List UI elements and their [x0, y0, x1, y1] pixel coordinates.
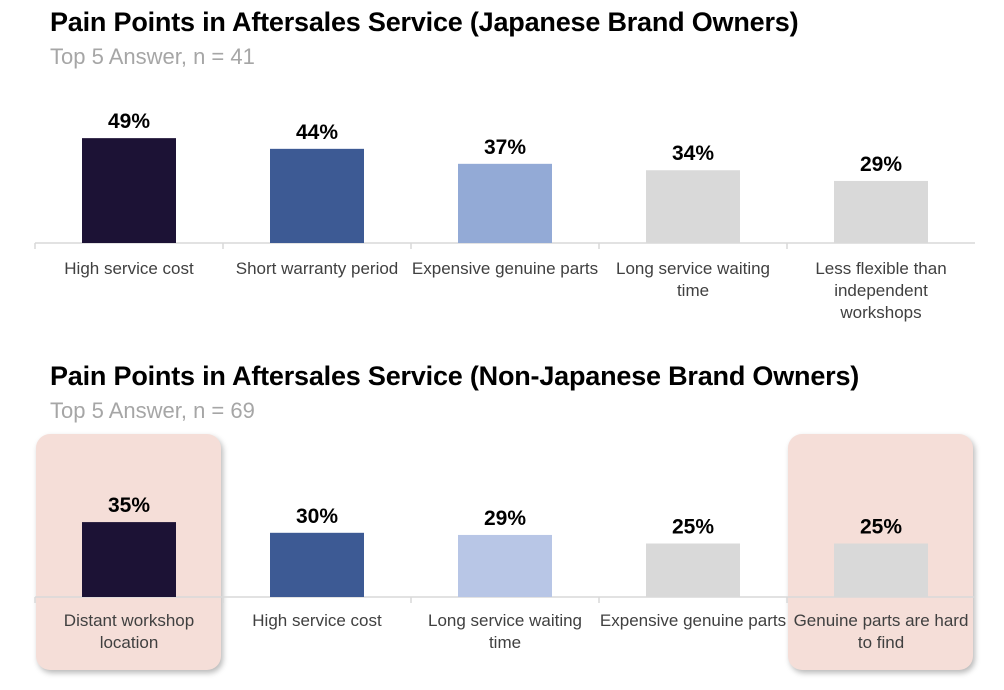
chart-1-title: Pain Points in Aftersales Service (Japan…	[50, 7, 799, 37]
data-label-less-flexible-than-independent-workshops: 29%	[860, 153, 902, 176]
chart-2-plot: 35% 30% 29% 25% 25%	[34, 494, 975, 603]
data-label-genuine-parts-are-hard-to-find: 25%	[860, 516, 902, 539]
category-label-long-service-waiting-time: Long service waiting time	[427, 611, 583, 652]
bar-genuine-parts-are-hard-to-find	[834, 543, 928, 597]
category-label-expensive-genuine-parts: Expensive genuine parts	[411, 259, 599, 278]
data-label-distant-workshop-location: 35%	[108, 494, 150, 517]
chart-2-title: Pain Points in Aftersales Service (Non-J…	[50, 361, 860, 391]
data-label-expensive-genuine-parts: 25%	[672, 516, 714, 539]
category-label-genuine-parts-are-hard-to-find: Genuine parts are hard to find	[793, 611, 969, 652]
category-label-expensive-genuine-parts: Expensive genuine parts	[599, 611, 787, 630]
data-label-long-service-waiting-time: 34%	[672, 142, 714, 165]
bar-expensive-genuine-parts	[646, 543, 740, 597]
data-label-expensive-genuine-parts: 37%	[484, 136, 526, 159]
bar-long-service-waiting-time	[646, 170, 740, 243]
category-label-high-service-cost: High service cost	[64, 259, 194, 278]
category-label-high-service-cost: High service cost	[252, 611, 382, 630]
data-label-high-service-cost: 30%	[296, 505, 338, 528]
chart-1-subtitle: Top 5 Answer, n = 41	[50, 44, 255, 69]
bar-high-service-cost	[270, 532, 364, 597]
data-label-short-warranty-period: 44%	[296, 121, 338, 144]
bar-long-service-waiting-time	[458, 534, 552, 597]
chart-2-subtitle: Top 5 Answer, n = 69	[50, 398, 255, 423]
bar-distant-workshop-location	[82, 522, 176, 597]
chart-1-plot: 49% 44% 37% 34% 29%	[34, 110, 975, 249]
bar-high-service-cost	[82, 138, 176, 243]
category-label-less-flexible-than-independent-workshops: Less flexible than independent workshops	[815, 259, 947, 322]
category-label-long-service-waiting-time: Long service waiting time	[615, 259, 771, 300]
data-label-long-service-waiting-time: 29%	[484, 507, 526, 530]
category-label-short-warranty-period: Short warranty period	[235, 259, 399, 278]
bar-less-flexible-than-independent-workshops	[834, 180, 928, 243]
bar-expensive-genuine-parts	[458, 163, 552, 243]
category-label-distant-workshop-location: Distant workshop location	[63, 611, 195, 652]
data-label-high-service-cost: 49%	[108, 110, 150, 133]
bar-short-warranty-period	[270, 148, 364, 243]
